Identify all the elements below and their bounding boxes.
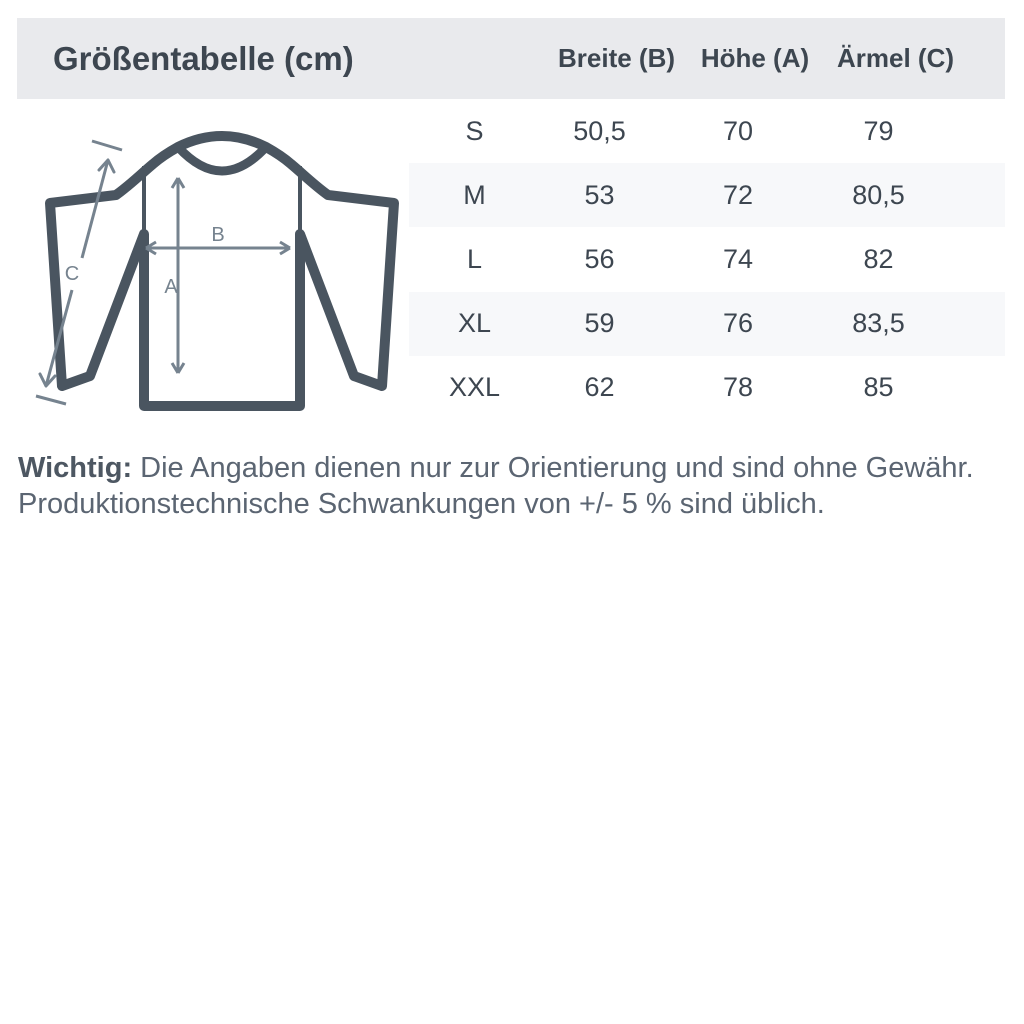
svg-text:C: C <box>65 263 79 285</box>
svg-text:A: A <box>164 276 178 298</box>
svg-text:B: B <box>211 224 224 246</box>
